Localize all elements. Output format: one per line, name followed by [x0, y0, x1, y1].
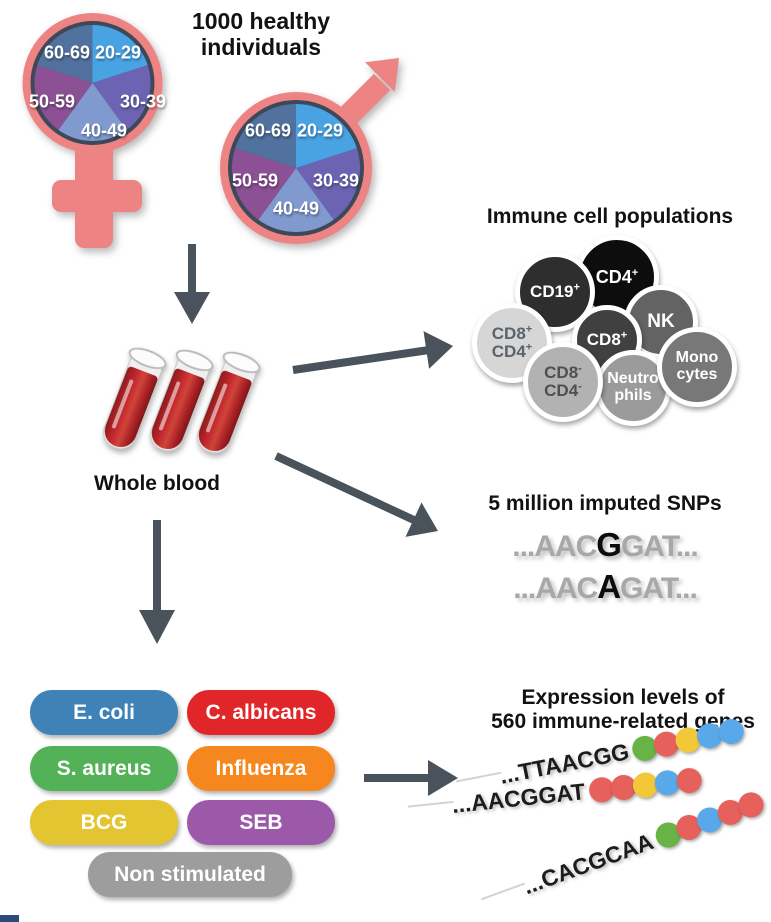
- gene-sequence: ...AACGGAT: [450, 778, 587, 818]
- cells-title: Immune cell populations: [486, 205, 734, 228]
- stimulus-influenza: Influenza: [187, 746, 335, 791]
- snp-allele: G: [596, 526, 622, 563]
- age-label: 30-39: [312, 170, 360, 191]
- arrow-cohort-to-blood: [174, 244, 210, 324]
- snp-sequence: ...AACGGAT...: [512, 526, 698, 563]
- age-label: 50-59: [28, 91, 76, 112]
- pie-slice-50-59: [34, 65, 93, 130]
- pie-slice-20-29: [296, 103, 357, 168]
- arrow-stimuli-to-genes: [364, 760, 458, 796]
- gene-sequence: ...CACGCAA: [519, 828, 657, 900]
- pie-slice-20-29: [92, 25, 148, 83]
- stimulus-seb: SEB: [187, 800, 335, 845]
- expression-dots: [587, 766, 703, 804]
- pie-slice-30-39: [92, 65, 151, 130]
- whole-blood-label: Whole blood: [94, 472, 220, 495]
- snps-title: 5 million imputed SNPs: [488, 492, 722, 515]
- male-arrow-head: [365, 58, 399, 92]
- male-symbol: [220, 58, 399, 244]
- age-label: 60-69: [43, 42, 91, 63]
- expression-dot: [716, 716, 746, 747]
- pie-slice-50-59: [231, 148, 296, 220]
- male-age-pie: [231, 103, 361, 233]
- snp-sequence: ...AACAGAT...: [513, 568, 698, 605]
- stimulus-e-coli: E. coli: [30, 690, 178, 735]
- blood-tubes: [95, 340, 285, 475]
- expression-dot: [675, 766, 703, 795]
- cell-monocytes: Mono cytes: [657, 327, 737, 407]
- female-age-pie: [34, 25, 151, 141]
- snp-sequences: ...AACGGAT... ...AACAGAT...: [440, 526, 770, 610]
- stimulation-conditions: E. coli C. albicans S. aureus Influenza …: [30, 690, 340, 900]
- pie-slice-40-49: [258, 168, 334, 233]
- cell-neutrophils: Neutro phils: [595, 350, 671, 426]
- arrow-blood-to-cells: [292, 331, 453, 374]
- dna-strand-line: [455, 771, 502, 783]
- pie-slice-40-49: [58, 83, 127, 141]
- age-label: 60-69: [244, 120, 292, 141]
- snp-allele: A: [597, 568, 621, 605]
- female-symbol: [22, 13, 163, 248]
- age-label: 30-39: [119, 91, 167, 112]
- pie-slice-30-39: [296, 148, 361, 220]
- immune-cell-populations: CD4+ CD19+ NK CD8+ CD8+ CD4+ Neutro phil…: [470, 235, 770, 440]
- cell-cd8neg-cd4neg: CD8- CD4-: [523, 342, 603, 422]
- age-label: 20-29: [94, 42, 142, 63]
- age-label: 40-49: [272, 198, 320, 219]
- age-label: 50-59: [231, 170, 279, 191]
- cohort-title: 1000 healthy individuals: [191, 8, 331, 61]
- arrow-blood-to-stimuli: [139, 520, 175, 644]
- cropped-corner-bar: [0, 915, 19, 922]
- dna-strand-line: [481, 882, 526, 901]
- expression-dots: [651, 788, 767, 852]
- age-label: 40-49: [80, 120, 128, 141]
- stimulus-s-aureus: S. aureus: [30, 746, 178, 791]
- stimulus-non-stimulated: Non stimulated: [88, 852, 292, 897]
- female-cross-horizontal: [52, 180, 142, 212]
- arrow-blood-to-snps: [274, 452, 438, 537]
- stimulus-c-albicans: C. albicans: [187, 690, 335, 735]
- male-arrow-shaft: [339, 73, 391, 125]
- stimulus-bcg: BCG: [30, 800, 178, 845]
- age-label: 20-29: [296, 120, 344, 141]
- pie-slice-60-69: [235, 104, 296, 168]
- pie-slice-60-69: [37, 25, 93, 83]
